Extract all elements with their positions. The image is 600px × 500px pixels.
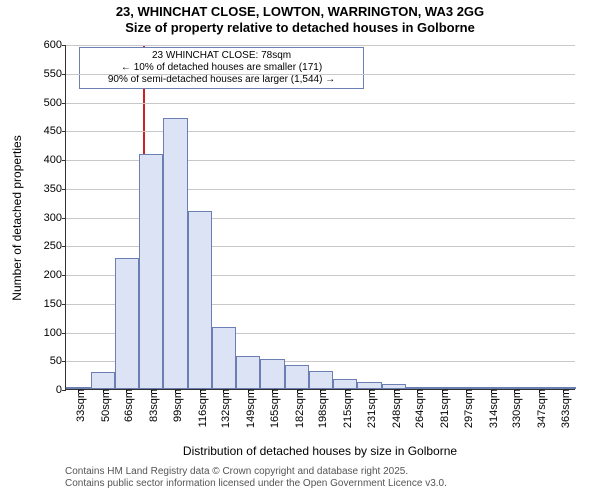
x-tick-label: 182sqm bbox=[288, 389, 306, 428]
y-tick-label: 450 bbox=[44, 125, 66, 137]
histogram-bar bbox=[285, 365, 309, 389]
histogram-bar bbox=[139, 154, 163, 389]
y-tick-label: 300 bbox=[44, 212, 66, 224]
histogram-bar bbox=[163, 118, 188, 389]
histogram-bar bbox=[188, 211, 212, 389]
x-tick-label: 132sqm bbox=[214, 389, 232, 428]
annotation-line-1: 23 WHINCHAT CLOSE: 78sqm bbox=[84, 50, 360, 62]
histogram-bar bbox=[212, 327, 237, 389]
y-tick-label: 550 bbox=[44, 68, 66, 80]
y-tick-label: 150 bbox=[44, 298, 66, 310]
x-tick-label: 330sqm bbox=[505, 389, 523, 428]
y-tick-label: 600 bbox=[44, 39, 66, 51]
x-tick-label: 281sqm bbox=[433, 389, 451, 428]
y-tick-label: 0 bbox=[56, 384, 66, 396]
histogram-bar bbox=[333, 379, 357, 389]
chart-container: 23, WHINCHAT CLOSE, LOWTON, WARRINGTON, … bbox=[0, 0, 600, 500]
x-tick-label: 314sqm bbox=[482, 389, 500, 428]
x-tick-label: 264sqm bbox=[408, 389, 426, 428]
footer-attribution: Contains HM Land Registry data © Crown c… bbox=[65, 466, 447, 489]
title-line-2: Size of property relative to detached ho… bbox=[0, 20, 600, 36]
x-tick-label: 198sqm bbox=[311, 389, 329, 428]
y-tick-label: 500 bbox=[44, 97, 66, 109]
grid-line bbox=[66, 74, 575, 75]
annotation-box: 23 WHINCHAT CLOSE: 78sqm ← 10% of detach… bbox=[79, 47, 365, 89]
x-tick-label: 215sqm bbox=[336, 389, 354, 428]
plot-area: 23 WHINCHAT CLOSE: 78sqm ← 10% of detach… bbox=[65, 45, 575, 390]
x-tick-label: 66sqm bbox=[117, 389, 135, 422]
footer-line-2: Contains public sector information licen… bbox=[65, 478, 447, 490]
histogram-bar bbox=[115, 258, 140, 389]
x-tick-label: 347sqm bbox=[530, 389, 548, 428]
histogram-bar bbox=[260, 359, 285, 389]
x-tick-label: 83sqm bbox=[142, 389, 160, 422]
title-line-1: 23, WHINCHAT CLOSE, LOWTON, WARRINGTON, … bbox=[0, 4, 600, 20]
annotation-line-3: 90% of semi-detached houses are larger (… bbox=[84, 74, 360, 86]
annotation-line-2: ← 10% of detached houses are smaller (17… bbox=[84, 62, 360, 74]
x-tick-label: 149sqm bbox=[239, 389, 257, 428]
y-tick-label: 100 bbox=[44, 327, 66, 339]
histogram-bar bbox=[236, 356, 260, 389]
y-tick-label: 400 bbox=[44, 154, 66, 166]
chart-title: 23, WHINCHAT CLOSE, LOWTON, WARRINGTON, … bbox=[0, 0, 600, 35]
y-tick-label: 200 bbox=[44, 269, 66, 281]
x-tick-label: 231sqm bbox=[360, 389, 378, 428]
y-tick-label: 250 bbox=[44, 240, 66, 252]
grid-line bbox=[66, 131, 575, 132]
grid-line bbox=[66, 103, 575, 104]
histogram-bar bbox=[309, 371, 334, 389]
y-axis-label: Number of detached properties bbox=[10, 135, 24, 300]
x-tick-label: 50sqm bbox=[94, 389, 112, 422]
grid-line bbox=[66, 45, 575, 46]
x-tick-label: 116sqm bbox=[191, 389, 209, 427]
x-tick-label: 248sqm bbox=[385, 389, 403, 428]
footer-line-1: Contains HM Land Registry data © Crown c… bbox=[65, 466, 447, 478]
x-tick-label: 165sqm bbox=[263, 389, 281, 428]
x-axis-label: Distribution of detached houses by size … bbox=[183, 444, 457, 458]
x-tick-label: 33sqm bbox=[69, 389, 87, 422]
histogram-bar bbox=[357, 382, 382, 389]
x-tick-label: 297sqm bbox=[457, 389, 475, 428]
histogram-bar bbox=[91, 372, 115, 389]
x-tick-label: 363sqm bbox=[554, 389, 572, 428]
y-tick-label: 50 bbox=[50, 355, 66, 367]
y-tick-label: 350 bbox=[44, 183, 66, 195]
x-tick-label: 99sqm bbox=[166, 389, 184, 422]
